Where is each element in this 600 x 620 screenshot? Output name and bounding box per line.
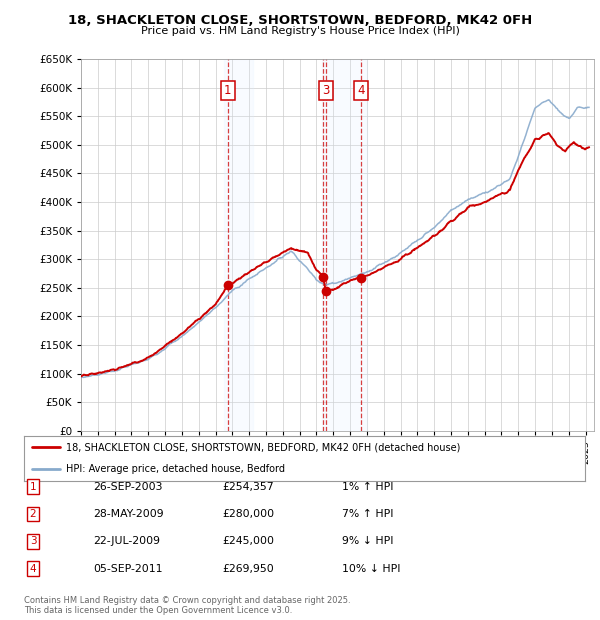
Text: 2: 2: [29, 509, 37, 519]
Text: 4: 4: [29, 564, 37, 574]
Text: £245,000: £245,000: [222, 536, 274, 546]
Text: 9% ↓ HPI: 9% ↓ HPI: [342, 536, 394, 546]
Text: £269,950: £269,950: [222, 564, 274, 574]
Text: 7% ↑ HPI: 7% ↑ HPI: [342, 509, 394, 519]
Text: £280,000: £280,000: [222, 509, 274, 519]
Text: 1: 1: [29, 482, 37, 492]
Text: 05-SEP-2011: 05-SEP-2011: [93, 564, 163, 574]
Text: HPI: Average price, detached house, Bedford: HPI: Average price, detached house, Bedf…: [66, 464, 285, 474]
Bar: [224, 59, 253, 431]
Text: £254,357: £254,357: [222, 482, 274, 492]
Text: 22-JUL-2009: 22-JUL-2009: [93, 536, 160, 546]
Text: 28-MAY-2009: 28-MAY-2009: [93, 509, 164, 519]
Text: 18, SHACKLETON CLOSE, SHORTSTOWN, BEDFORD, MK42 0FH: 18, SHACKLETON CLOSE, SHORTSTOWN, BEDFOR…: [68, 14, 532, 27]
Text: 26-SEP-2003: 26-SEP-2003: [93, 482, 163, 492]
Text: 1% ↑ HPI: 1% ↑ HPI: [342, 482, 394, 492]
Bar: [322, 59, 367, 431]
Text: 4: 4: [358, 84, 365, 97]
Text: 3: 3: [29, 536, 37, 546]
Text: 18, SHACKLETON CLOSE, SHORTSTOWN, BEDFORD, MK42 0FH (detached house): 18, SHACKLETON CLOSE, SHORTSTOWN, BEDFOR…: [66, 442, 460, 452]
Text: 1: 1: [224, 84, 232, 97]
Text: 3: 3: [322, 84, 329, 97]
Text: Price paid vs. HM Land Registry's House Price Index (HPI): Price paid vs. HM Land Registry's House …: [140, 26, 460, 36]
Text: Contains HM Land Registry data © Crown copyright and database right 2025.
This d: Contains HM Land Registry data © Crown c…: [24, 596, 350, 615]
Text: 10% ↓ HPI: 10% ↓ HPI: [342, 564, 401, 574]
